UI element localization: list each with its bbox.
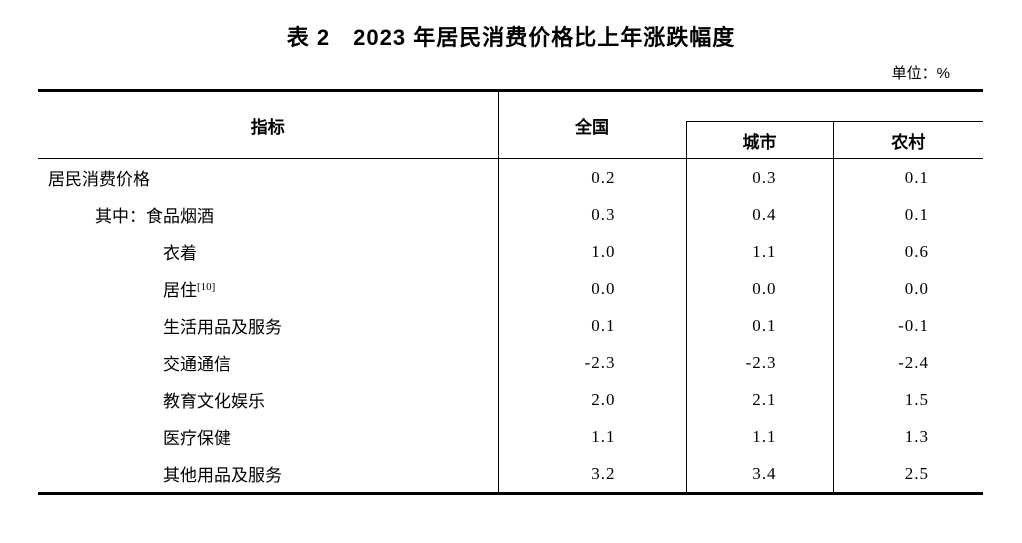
header-rural: 农村 [891,132,926,152]
table-row: 其他用品及服务 3.2 3.4 2.5 [38,455,983,494]
indicator-label: 医疗保健 [163,429,231,448]
table-row: 生活用品及服务 0.1 0.1 -0.1 [38,307,983,344]
indicator-cell: 居民消费价格 [38,158,499,196]
urban-value-cell: 2.1 [686,381,834,418]
indicator-cell: 衣着 [38,233,499,270]
indicator-label: 教育文化娱乐 [163,392,265,411]
rural-value-cell: 0.6 [904,241,929,261]
national-value-cell: 0.0 [498,270,687,307]
table-row: 医疗保健 1.1 1.1 1.3 [38,418,983,455]
rural-value-cell: 1.3 [904,426,929,446]
national-value-cell: 2.0 [498,381,687,418]
rural-value-cell: 2.5 [904,463,929,483]
urban-value-cell: -2.3 [686,344,834,381]
indicator-label: 其中：食品烟酒 [95,207,214,226]
indicator-cell: 交通通信 [38,344,499,381]
urban-value-cell: 0.4 [686,196,834,233]
header-indicator: 指标 [38,90,499,159]
table-row: 居住[10] 0.0 0.0 0.0 [38,270,983,307]
rural-value-cell: 0.1 [833,158,983,196]
header-spacer [686,90,983,122]
urban-value-cell: 0.1 [686,307,834,344]
urban-value-cell: 0.3 [686,158,834,196]
rural-value-cell: -0.1 [898,315,929,335]
unit-label: 单位：% [891,65,950,82]
indicator-cell: 居住[10] [38,270,499,307]
indicator-cell: 医疗保健 [38,418,499,455]
rural-value-cell: -2.4 [898,352,929,372]
urban-value-cell: 1.1 [686,418,834,455]
header-urban: 城市 [685,121,834,159]
page-title: 表 2 2023 年居民消费价格比上年涨跌幅度 [286,25,736,50]
national-value-cell: 0.1 [498,307,687,344]
table-header: 指标 全国 城市 农村 [38,90,983,159]
national-value-cell: 3.2 [498,455,687,494]
indicator-label: 居住 [163,281,197,300]
indicator-cell: 其他用品及服务 [38,455,499,494]
urban-value-cell: 1.1 [686,233,834,270]
national-value-cell: 1.1 [498,418,687,455]
indicator-label: 交通通信 [163,355,231,374]
table-row: 衣着 1.0 1.1 0.6 [38,233,983,270]
table-body: 居民消费价格 0.2 0.3 0.1 其中：食品烟酒 0.3 0.4 0.1 衣… [38,158,983,494]
indicator-label: 其他用品及服务 [163,466,282,485]
rural-value-cell: 0.0 [904,278,929,298]
rural-value-cell: 0.1 [904,204,929,224]
indicator-label: 衣着 [163,244,197,263]
header-national: 全国 [575,117,609,137]
national-value-cell: 1.0 [498,233,687,270]
national-value-cell: -2.3 [498,344,687,381]
indicator-cell: 教育文化娱乐 [38,381,499,418]
price-table: 指标 全国 城市 农村 居民消费价格 0.2 0.3 0.1 其中：食品烟酒 0… [38,89,983,495]
indicator-cell: 其中：食品烟酒 [38,196,499,233]
table-row: 其中：食品烟酒 0.3 0.4 0.1 [38,196,983,233]
urban-value-cell: 3.4 [686,455,834,494]
urban-value-cell: 0.0 [686,270,834,307]
national-value-cell: 0.2 [498,158,687,196]
table-row: 居民消费价格 0.2 0.3 0.1 [38,158,983,196]
footnote-superscript: [10] [197,281,216,293]
national-value-cell: 0.3 [498,196,687,233]
rural-value-cell: 1.5 [904,389,929,409]
table-row: 交通通信 -2.3 -2.3 -2.4 [38,344,983,381]
indicator-label: 居民消费价格 [48,170,150,189]
indicator-label: 生活用品及服务 [163,318,282,337]
indicator-cell: 生活用品及服务 [38,307,499,344]
table-row: 教育文化娱乐 2.0 2.1 1.5 [38,381,983,418]
